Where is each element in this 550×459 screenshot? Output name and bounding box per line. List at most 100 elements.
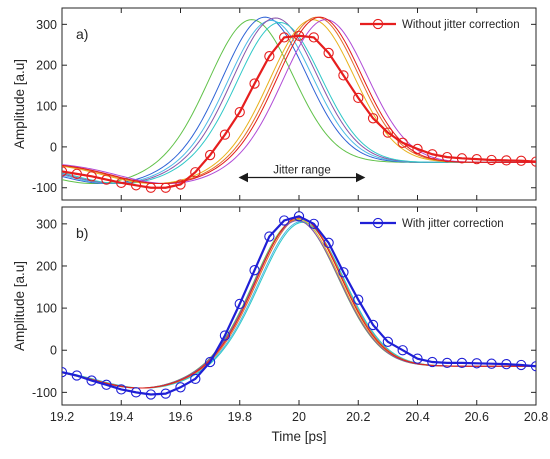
y-tick-label: 0 (50, 140, 57, 154)
x-tick-label: 19.6 (168, 410, 192, 424)
series-marker (130, 180, 142, 191)
series-marker (71, 168, 82, 180)
series-marker (101, 174, 112, 185)
y-axis-title: Amplitude [a.u] (12, 261, 27, 351)
series-marker (382, 336, 394, 347)
series-marker (175, 382, 186, 393)
series-marker (190, 167, 201, 178)
series-marker (279, 215, 290, 226)
series-marker (516, 359, 527, 371)
plot-area (61, 206, 537, 406)
x-tick-label: 20.4 (405, 410, 429, 424)
series-marker (367, 113, 379, 124)
series-marker (71, 370, 82, 381)
annotation-background (267, 162, 336, 177)
x-tick-label: 19.4 (109, 410, 133, 424)
series-marker (204, 149, 216, 161)
y-tick-label: 100 (36, 302, 57, 316)
series-marker (234, 298, 245, 310)
trace-line-9 (62, 16, 536, 185)
series-marker (486, 358, 497, 369)
series-marker (471, 153, 482, 165)
panel-b: -100 0 100 200 300 19.2 19.4 19.6 19.8 20 20.2 20.4… (12, 206, 548, 444)
series-marker (293, 30, 305, 41)
series-marker (427, 356, 438, 368)
series-marker (219, 129, 231, 140)
x-tick-label: 19.8 (228, 410, 252, 424)
y-tick-label: 300 (36, 18, 57, 32)
series-marker (338, 70, 349, 81)
y-tick-label: 200 (36, 59, 57, 73)
series-marker (486, 154, 497, 166)
series-marker (219, 330, 231, 341)
series-marker (441, 151, 453, 163)
series-marker (412, 353, 423, 364)
series-marker (530, 156, 536, 167)
series-marker (160, 388, 171, 399)
series-marker (308, 32, 319, 43)
y-axis-title: Amplitude [a.u] (12, 59, 27, 149)
series-marker (397, 345, 408, 356)
series-marker (441, 357, 453, 369)
series-marker (456, 357, 468, 369)
series-marker (145, 182, 157, 193)
x-tick-label: 19.2 (50, 410, 74, 424)
y-tick-label: 200 (36, 259, 57, 273)
panel-a: -100 0 100 200 300 Amplitude [a.u] a) Without j… (12, 7, 537, 201)
plot-traces (62, 211, 536, 400)
y-tick-label: 100 (36, 100, 57, 114)
series-marker (86, 171, 97, 182)
series-marker (397, 137, 408, 148)
series-marker (62, 366, 68, 378)
series-marker (530, 361, 536, 372)
series-marker (204, 356, 216, 368)
series-marker (190, 373, 201, 385)
series-marker (145, 389, 157, 400)
series-marker (249, 78, 260, 89)
series-marker (471, 358, 482, 369)
series-marker (323, 47, 334, 59)
legend-label: Without jitter correction (402, 19, 520, 31)
x-tick-label: 20.8 (524, 410, 548, 424)
series-marker (412, 143, 423, 155)
series-marker (130, 387, 142, 398)
y-tick-label: 300 (36, 217, 57, 231)
x-tick-label: 20 (292, 410, 306, 424)
panel-label: a) (76, 26, 88, 42)
series-marker (367, 319, 379, 331)
series-marker (516, 155, 527, 166)
series-marker (160, 182, 171, 193)
y-tick-label: -100 (32, 181, 57, 195)
series-marker (427, 149, 438, 160)
x-tick-label: 20.6 (465, 410, 489, 424)
series-marker (264, 231, 275, 242)
panel-label: b) (76, 225, 88, 241)
series-marker (86, 375, 97, 386)
series-marker (353, 294, 364, 305)
series-marker (101, 379, 112, 390)
y-tick-label: -100 (32, 386, 57, 400)
series-marker (382, 127, 394, 138)
series-marker (353, 92, 364, 104)
legend-marker (372, 18, 384, 30)
series-marker (323, 237, 334, 248)
series-marker (264, 51, 275, 62)
series-marker (279, 32, 290, 43)
x-tick-label: 20.2 (346, 410, 370, 424)
series-marker (234, 107, 245, 118)
series-marker (501, 358, 512, 370)
series-marker (116, 177, 127, 188)
x-axis-title: Time [ps] (271, 429, 326, 444)
jitter-range-label: Jitter range (273, 165, 331, 177)
legend: With jitter correction (360, 217, 504, 230)
legend-marker (372, 217, 384, 229)
series-marker (501, 155, 512, 166)
series-marker (338, 267, 349, 278)
y-tick-label: 0 (50, 344, 57, 358)
series-marker (308, 218, 319, 229)
plot-traces (62, 16, 536, 193)
legend: Without jitter correction (360, 18, 520, 31)
series-marker (175, 179, 186, 190)
